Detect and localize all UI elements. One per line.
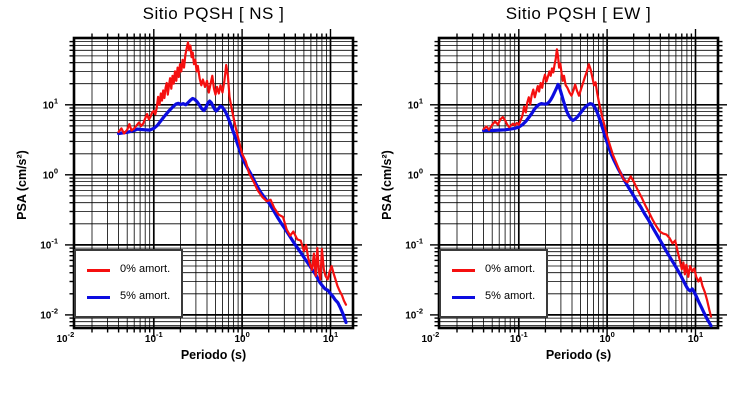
y-tick-label: 10-2	[40, 306, 58, 321]
legend-label-5pct: 5% amort.	[485, 290, 536, 302]
y-tick-label: 10-1	[405, 236, 423, 251]
series-0-amort-	[482, 48, 713, 318]
series-group	[482, 48, 713, 328]
plot-frame	[72, 36, 355, 330]
x-axis-label-ns: Periodo (s)	[180, 348, 247, 362]
x-tick-label: 10-1	[510, 330, 528, 345]
y-tick-label: 101	[43, 96, 58, 111]
legend-label-5pct: 5% amort.	[120, 290, 171, 302]
legend-line-sample-0pct	[87, 269, 110, 272]
series-0-amort-	[117, 41, 348, 306]
x-tick-label: 10-1	[145, 330, 163, 345]
y-tick-label: 100	[43, 166, 58, 181]
legend-item-0pct: 0% amort.	[441, 263, 546, 277]
series-group	[117, 41, 348, 325]
chart-title-ew: Sitio PQSH [ EW ]	[505, 4, 652, 23]
plot-frame	[437, 36, 720, 330]
legend-line-sample-5pct	[87, 296, 110, 299]
series-5-amort-	[117, 96, 348, 325]
plot-area-ns: 10-2 10-1 100 101 10-2 10-1 100 101	[40, 29, 362, 345]
legend-line-sample-0pct	[452, 269, 475, 272]
x-tick-label: 101	[323, 330, 338, 345]
legend-item-0pct: 0% amort.	[76, 263, 181, 277]
legend-label-0pct: 0% amort.	[120, 263, 171, 275]
y-tick-label: 101	[408, 96, 423, 111]
x-tick-label: 10-2	[57, 330, 75, 345]
chart-ns: Sitio PQSH [ NS ] 10-2 10-1 100 101 10-2 10-1…	[15, 4, 362, 362]
y-tick-label: 10-2	[405, 306, 423, 321]
plot-area-ew: 10-2 10-1 100 101 10-2 10-1 100 101	[405, 29, 727, 345]
chart-title-ns: Sitio PQSH [ NS ]	[142, 4, 285, 23]
legend-item-5pct: 5% amort.	[76, 290, 181, 304]
y-tick-label: 100	[408, 166, 423, 181]
legend-ns: 0% amort. 5% amort.	[74, 249, 183, 318]
x-tick-label: 10-2	[422, 330, 440, 345]
y-axis-label-ns: PSA (cm/s²)	[15, 150, 29, 220]
x-axis-label-ew: Periodo (s)	[545, 348, 612, 362]
x-tick-label: 100	[599, 330, 614, 345]
y-tick-label: 10-1	[40, 236, 58, 251]
legend-item-5pct: 5% amort.	[441, 290, 546, 304]
legend-label-0pct: 0% amort.	[485, 263, 536, 275]
legend-line-sample-5pct	[452, 296, 475, 299]
series-5-amort-	[482, 82, 713, 328]
y-axis-label-ew: PSA (cm/s²)	[380, 150, 394, 220]
chart-ew: Sitio PQSH [ EW ] 10-2 10-1 100 101 10-2 10-1…	[365, 0, 730, 400]
x-tick-label: 100	[234, 330, 249, 345]
x-tick-label: 101	[688, 330, 703, 345]
legend-ew: 0% amort. 5% amort.	[439, 249, 548, 318]
